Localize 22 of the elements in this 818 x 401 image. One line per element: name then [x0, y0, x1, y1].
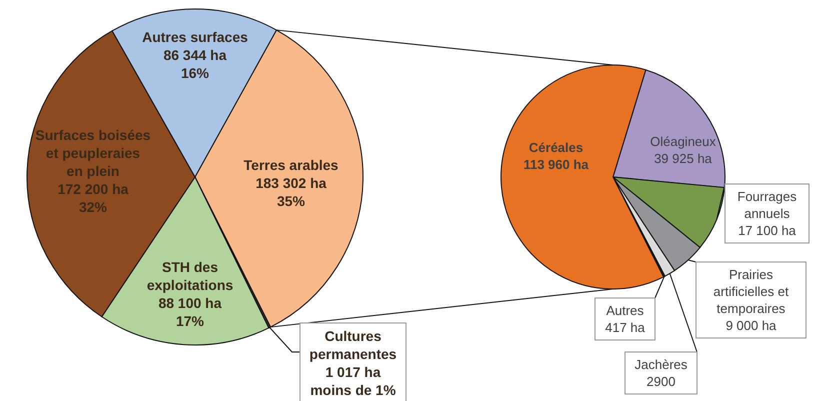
slice-label: Céréales [528, 140, 584, 155]
data-label: 88 100 ha 17% [158, 295, 222, 329]
slice-label: Fourrages annuels [737, 189, 798, 221]
slice-label: Terres arables [244, 157, 339, 173]
slice-label: Jachères [634, 357, 688, 372]
data-label: 1 017 ha moins de 1% [310, 364, 396, 398]
data-label: 39 925 ha [654, 151, 713, 166]
slice-label: Prairies artificielles et temporaires [713, 267, 789, 316]
data-label: 113 960 ha [523, 157, 590, 172]
data-label: 86 344 ha 16% [163, 47, 227, 81]
slice-label: Autres [606, 303, 644, 318]
slice-label: Oléagineux [650, 134, 716, 149]
slice-label: Autres surfaces [142, 29, 248, 45]
data-label: 2900 [646, 374, 676, 389]
data-label: 17 100 ha [738, 223, 797, 238]
data-label: 183 302 ha 35% [256, 175, 327, 209]
slice-label: Surfaces boisées et peupleraies en plein [35, 127, 151, 179]
slice-label: STH des exploitations [146, 259, 234, 293]
slice-label: Cultures permanentes [309, 328, 397, 362]
data-label: 172 200 ha 32% [58, 181, 129, 215]
data-label: 9 000 ha [726, 318, 778, 333]
data-label: 417 ha [605, 320, 646, 335]
